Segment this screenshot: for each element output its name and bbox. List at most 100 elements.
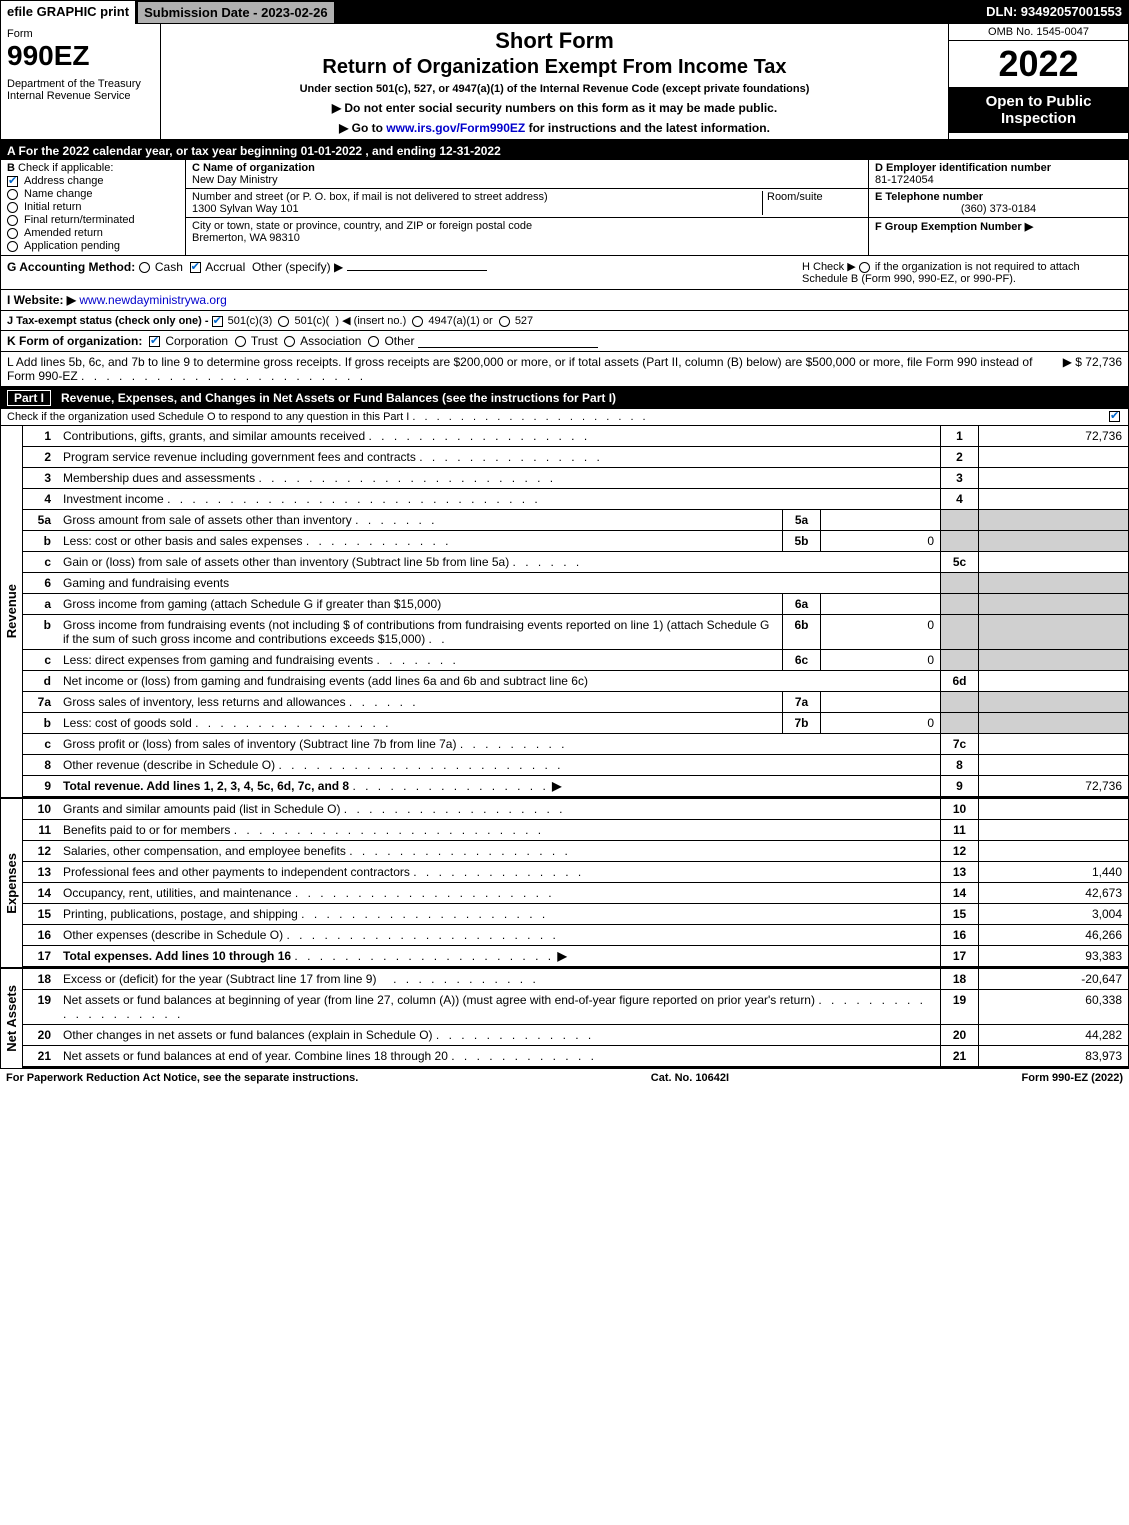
chk-other-org[interactable] <box>368 336 379 347</box>
chk-schedule-o[interactable] <box>1109 411 1120 422</box>
ln5c-desc: Gain or (loss) from sale of assets other… <box>63 555 509 569</box>
header-right: OMB No. 1545-0047 2022 Open to Public In… <box>948 24 1128 139</box>
chk-h[interactable] <box>859 262 870 273</box>
chk-pending[interactable] <box>7 241 18 252</box>
l-gross-receipts: L Add lines 5b, 6c, and 7b to line 9 to … <box>1 352 1128 387</box>
ln8-desc: Other revenue (describe in Schedule O) <box>63 758 275 772</box>
footer-left: For Paperwork Reduction Act Notice, see … <box>6 1072 358 1084</box>
side-revenue: Revenue <box>1 426 23 797</box>
instr-link[interactable]: www.irs.gov/Form990EZ <box>386 121 525 135</box>
block-bcd: B Check if applicable: Address change Na… <box>1 160 1128 256</box>
ln13-desc: Professional fees and other payments to … <box>63 865 410 879</box>
efile-label: efile GRAPHIC print <box>1 1 137 24</box>
subtitle: Under section 501(c), 527, or 4947(a)(1)… <box>165 83 944 95</box>
revenue-section: Revenue 1Contributions, gifts, grants, a… <box>1 426 1128 797</box>
lbl-accrual: Accrual <box>205 260 245 274</box>
ln7a-desc: Gross sales of inventory, less returns a… <box>63 695 346 709</box>
ln19-desc: Net assets or fund balances at beginning… <box>63 993 815 1007</box>
ln2-desc: Program service revenue including govern… <box>63 450 416 464</box>
chk-accrual[interactable] <box>190 262 201 273</box>
k-label: K Form of organization: <box>7 334 142 348</box>
form-header: Form 990EZ Department of the Treasury In… <box>1 24 1128 142</box>
ln14-val: 42,673 <box>978 883 1128 903</box>
ln19-val: 60,338 <box>978 990 1128 1024</box>
ln5a-desc: Gross amount from sale of assets other t… <box>63 513 352 527</box>
ln10-desc: Grants and similar amounts paid (list in… <box>63 802 340 816</box>
lbl-final-return: Final return/terminated <box>24 214 135 226</box>
ln6d-val <box>978 671 1128 691</box>
section-a: A For the 2022 calendar year, or tax yea… <box>1 142 1128 160</box>
org-name: New Day Ministry <box>192 174 862 186</box>
part-1-header: Part I Revenue, Expenses, and Changes in… <box>1 387 1128 409</box>
chk-initial-return[interactable] <box>7 202 18 213</box>
chk-final-return[interactable] <box>7 215 18 226</box>
ln6b-desc: Gross income from fundraising events (no… <box>63 618 769 646</box>
ln10-val <box>978 799 1128 819</box>
h-pre: H Check ▶ <box>802 261 859 273</box>
ln7c-val <box>978 734 1128 754</box>
chk-501c3[interactable] <box>212 316 223 327</box>
ln6a-subval <box>820 594 940 614</box>
website-link[interactable]: www.newdayministrywa.org <box>79 293 226 307</box>
room-suite-label: Room/suite <box>762 191 862 215</box>
lbl-name-change: Name change <box>24 188 93 200</box>
instruction-1: ▶ Do not enter social security numbers o… <box>165 101 944 115</box>
ln1-desc: Contributions, gifts, grants, and simila… <box>63 429 365 443</box>
chk-name-change[interactable] <box>7 189 18 200</box>
lbl-other-org: Other <box>384 334 414 348</box>
ln7c-desc: Gross profit or (loss) from sales of inv… <box>63 737 456 751</box>
chk-527[interactable] <box>499 316 510 327</box>
ln16-desc: Other expenses (describe in Schedule O) <box>63 928 283 942</box>
ln6a-sub: 6a <box>782 594 820 614</box>
chk-4947[interactable] <box>412 316 423 327</box>
ln5c-val <box>978 552 1128 572</box>
ln17-desc: Total expenses. Add lines 10 through 16 <box>63 949 291 963</box>
chk-address-change[interactable] <box>7 176 18 187</box>
k-form-org: K Form of organization: Corporation Trus… <box>1 331 1128 352</box>
ln20-val: 44,282 <box>978 1025 1128 1045</box>
footer-center: Cat. No. 10642I <box>651 1072 729 1084</box>
ln21-desc: Net assets or fund balances at end of ye… <box>63 1049 448 1063</box>
ln12-desc: Salaries, other compensation, and employ… <box>63 844 346 858</box>
ln9-val: 72,736 <box>978 776 1128 796</box>
net-assets-section: Net Assets 18Excess or (deficit) for the… <box>1 967 1128 1068</box>
ln21-val: 83,973 <box>978 1046 1128 1066</box>
part-1-sub: Check if the organization used Schedule … <box>1 409 1128 426</box>
lbl-cash: Cash <box>155 260 183 274</box>
ln6b-sub: 6b <box>782 615 820 649</box>
ln13-val: 1,440 <box>978 862 1128 882</box>
b-check-if: Check if applicable: <box>18 162 113 174</box>
ein-value: 81-1724054 <box>875 174 934 186</box>
e-tel-label: E Telephone number <box>875 191 983 203</box>
chk-trust[interactable] <box>235 336 246 347</box>
j-tax-exempt: J Tax-exempt status (check only one) - 5… <box>1 311 1128 331</box>
i-website: I Website: ▶ www.newdayministrywa.org <box>1 290 1128 311</box>
chk-corp[interactable] <box>149 336 160 347</box>
page-footer: For Paperwork Reduction Act Notice, see … <box>0 1069 1129 1087</box>
chk-assoc[interactable] <box>284 336 295 347</box>
ln6c-desc: Less: direct expenses from gaming and fu… <box>63 653 373 667</box>
chk-cash[interactable] <box>139 262 150 273</box>
ln18-val: -20,647 <box>978 969 1128 989</box>
instruction-2: ▶ Go to www.irs.gov/Form990EZ for instru… <box>165 121 944 135</box>
lbl-other-specify: Other (specify) ▶ <box>252 260 343 274</box>
lbl-4947: 4947(a)(1) or <box>428 315 492 327</box>
ln7b-subval: 0 <box>820 713 940 733</box>
top-bar: efile GRAPHIC print Submission Date - 20… <box>1 1 1128 24</box>
lbl-501c-post: ) ◀ (insert no.) <box>335 315 406 327</box>
l-amount: ▶ $ 72,736 <box>1063 355 1122 383</box>
chk-501c[interactable] <box>278 316 289 327</box>
omb-number: OMB No. 1545-0047 <box>949 24 1128 41</box>
expenses-section: Expenses 10Grants and similar amounts pa… <box>1 797 1128 967</box>
header-center: Short Form Return of Organization Exempt… <box>161 24 948 139</box>
f-group-label: F Group Exemption Number ▶ <box>875 221 1033 233</box>
ln5b-desc: Less: cost or other basis and sales expe… <box>63 534 302 548</box>
ln1-val: 72,736 <box>978 426 1128 446</box>
d-ein-label: D Employer identification number <box>875 162 1051 174</box>
ln7a-subval <box>820 692 940 712</box>
tax-year: 2022 <box>949 41 1128 87</box>
ln12-val <box>978 841 1128 861</box>
j-label: J Tax-exempt status (check only one) - <box>7 315 212 327</box>
chk-amended[interactable] <box>7 228 18 239</box>
part-1-title: Revenue, Expenses, and Changes in Net As… <box>61 391 616 405</box>
